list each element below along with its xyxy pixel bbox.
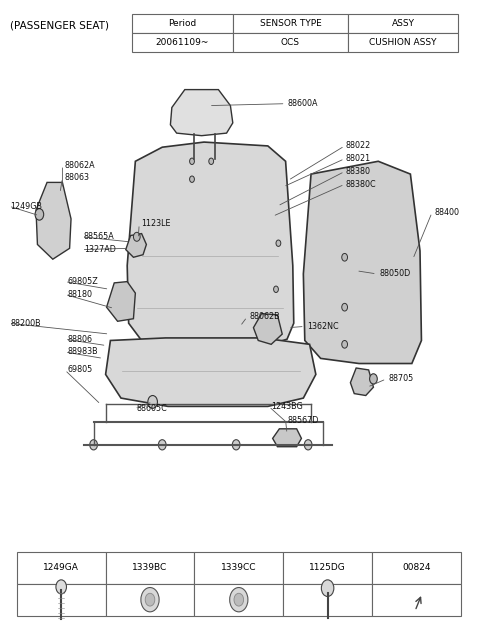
Circle shape [342,303,348,311]
Circle shape [35,209,44,220]
Text: OCS: OCS [281,38,300,47]
Circle shape [342,340,348,348]
Polygon shape [253,314,282,344]
Text: (PASSENGER SEAT): (PASSENGER SEAT) [10,20,108,31]
Text: 88022: 88022 [346,141,371,150]
Text: 1123LE: 1123LE [142,220,171,228]
Text: 88050D: 88050D [379,269,410,278]
Text: ASSY: ASSY [392,19,415,28]
Text: 88380: 88380 [346,167,371,176]
Text: 88180: 88180 [67,290,92,299]
Bar [372,584,461,616]
Bar [372,552,461,584]
Text: 88200B: 88200B [11,319,41,328]
Circle shape [234,593,244,606]
Circle shape [322,580,334,596]
Bar [348,14,458,33]
Circle shape [304,440,312,450]
Bar [106,584,194,616]
Text: 88062B: 88062B [250,312,280,321]
Text: 1243BG: 1243BG [271,402,303,411]
Text: 1249GA: 1249GA [43,563,79,572]
Polygon shape [106,338,316,406]
Text: 88983B: 88983B [67,348,98,356]
Text: 88021: 88021 [346,154,371,163]
Circle shape [229,588,248,612]
Polygon shape [107,282,135,321]
Bar [17,552,106,584]
Circle shape [141,588,159,612]
Text: 1125DG: 1125DG [309,563,346,572]
Circle shape [56,580,67,594]
Circle shape [145,593,155,606]
Text: 20061109~: 20061109~ [156,38,209,47]
Text: Period: Period [168,19,196,28]
Text: 69805: 69805 [67,365,93,374]
Bar [106,552,194,584]
Text: 88600A: 88600A [288,99,319,108]
Polygon shape [273,429,301,447]
Text: SENSOR TYPE: SENSOR TYPE [260,19,321,28]
Bar [348,33,458,52]
Bar [132,33,233,52]
Text: 1327AD: 1327AD [84,245,116,254]
Text: 88380C: 88380C [346,180,376,189]
Circle shape [198,156,203,162]
Circle shape [190,158,194,164]
Polygon shape [170,90,233,136]
Bar [194,584,283,616]
Polygon shape [127,142,294,347]
Circle shape [209,158,214,164]
Text: 88062A: 88062A [65,161,96,170]
Circle shape [90,440,97,450]
Text: 1362NC: 1362NC [307,322,339,331]
Circle shape [148,396,157,408]
Bar [233,33,348,52]
Text: 1249GB: 1249GB [11,202,43,211]
Circle shape [133,232,140,241]
Text: 00824: 00824 [402,563,431,572]
Polygon shape [303,161,421,364]
Text: 88806: 88806 [67,335,92,344]
Text: 88565A: 88565A [84,232,115,241]
Text: CUSHION ASSY: CUSHION ASSY [370,38,437,47]
Bar [233,14,348,33]
Polygon shape [36,182,71,259]
Circle shape [370,374,377,384]
Text: 88567D: 88567D [288,416,319,425]
Circle shape [274,286,278,292]
Text: 88063: 88063 [65,173,90,182]
Circle shape [232,440,240,450]
Text: 69805Z: 69805Z [67,277,98,286]
Circle shape [342,253,348,261]
Bar [17,584,106,616]
Text: 88400: 88400 [434,208,459,217]
Text: 1339BC: 1339BC [132,563,168,572]
Polygon shape [350,368,373,396]
Text: 88605C: 88605C [137,404,168,413]
Bar [283,584,372,616]
Circle shape [276,240,281,246]
Bar [194,552,283,584]
Circle shape [190,176,194,182]
Circle shape [158,440,166,450]
Text: 1339CC: 1339CC [221,563,256,572]
Text: 88705: 88705 [389,374,414,383]
Bar [283,552,372,584]
Polygon shape [126,234,146,257]
Bar [132,14,233,33]
Circle shape [206,156,211,162]
